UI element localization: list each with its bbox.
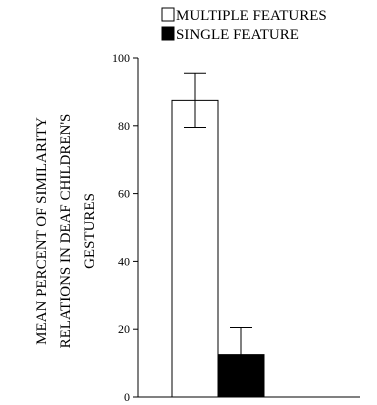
y-tick-label: 20 (118, 322, 130, 336)
y-tick-label: 0 (124, 390, 130, 404)
y-tick-label: 60 (118, 187, 130, 201)
y-axis: 0 20 40 60 80 100 (112, 51, 139, 404)
y-axis-title-line-1: MEAN PERCENT OF SIMILARITY (34, 117, 50, 345)
bar-multiple-features (171, 99, 219, 398)
legend-label-single-feature: SINGLE FEATURE (176, 27, 299, 43)
legend-swatch-multiple-features (161, 7, 175, 22)
error-bars (184, 72, 252, 383)
y-tick-label: 40 (118, 254, 130, 268)
y-axis-title: MEAN PERCENT OF SIMILARITY RELATIONS IN … (34, 114, 98, 349)
legend-swatch-single-feature (161, 26, 175, 41)
y-axis-title-line-3: GESTURES (82, 193, 98, 269)
y-tick-label: 100 (112, 51, 130, 65)
legend-label-multiple-features: MULTIPLE FEATURES (176, 8, 327, 24)
y-axis-title-line-2: RELATIONS IN DEAF CHILDREN'S (58, 114, 74, 349)
legend: MULTIPLE FEATURES SINGLE FEATURE (161, 7, 327, 43)
y-tick-label: 80 (118, 119, 130, 133)
bars (171, 99, 265, 398)
